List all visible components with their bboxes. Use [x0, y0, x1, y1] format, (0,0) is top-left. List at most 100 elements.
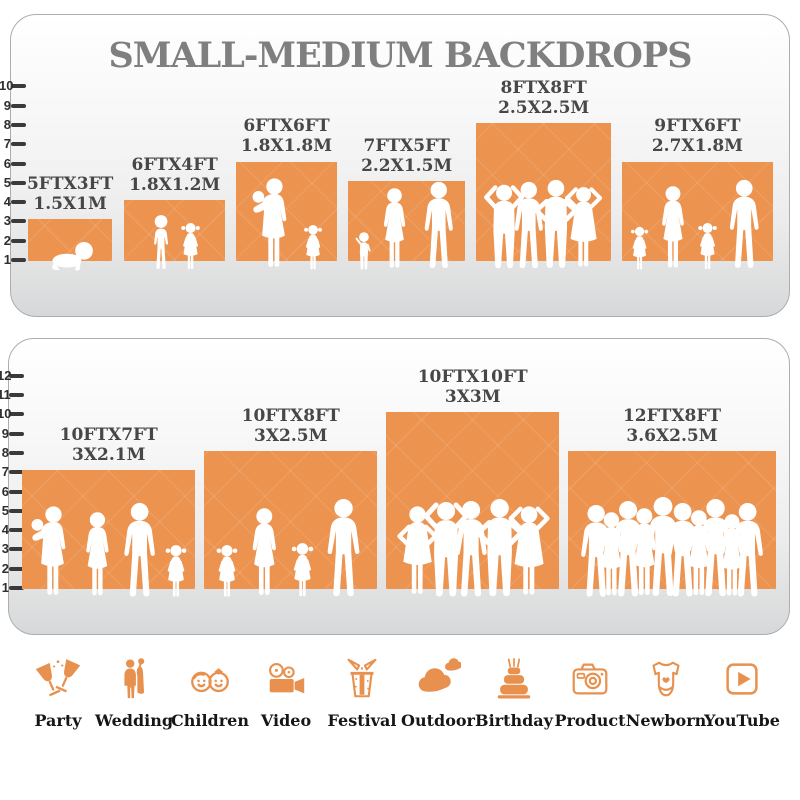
category-label: Video — [260, 711, 312, 730]
woman-baby-silhouette — [248, 177, 299, 272]
girl-silhouette — [628, 226, 651, 272]
backdrop-rect — [386, 412, 560, 589]
backdrop-10ftx8ft: 10FTX8FT 3X2.5M — [204, 406, 378, 589]
ruler-number-9: 9 — [3, 97, 11, 113]
ruler-tick-5 — [11, 180, 26, 185]
category-children: Children — [171, 656, 249, 730]
outdoor-icon — [415, 656, 461, 702]
backdrop-size-label: 10FTX10FT — [417, 367, 528, 388]
ruler-tick-8 — [9, 450, 24, 455]
ruler-tick-6 — [11, 161, 26, 166]
category-label: Product — [554, 711, 626, 730]
backdrop-metric-label: 3X3M — [444, 387, 501, 408]
ruler-number-4: 4 — [3, 194, 11, 210]
ruler-tick-1 — [9, 586, 24, 590]
ruler-number-3: 3 — [1, 541, 9, 557]
ruler-number-1: 1 — [3, 252, 11, 267]
category-outdoor: Outdoor — [401, 656, 475, 730]
youtube-icon — [719, 656, 765, 702]
backdrop-metric-label: 3X2.1M — [71, 445, 146, 466]
ruler-number-5: 5 — [1, 502, 9, 518]
backdrop-label: 7FTX5FT 2.2X1.5M — [361, 136, 452, 176]
backdrop-metric-label: 2.2X1.5M — [361, 155, 453, 176]
ruler-number-10: 10 — [0, 406, 12, 422]
ruler-number-5: 5 — [3, 174, 11, 190]
ruler-number-1: 1 — [1, 580, 9, 595]
backdrop-label: 10FTX10FT 3X3M — [418, 367, 528, 407]
ruler-tick-9 — [9, 431, 24, 436]
category-video: Video — [250, 656, 322, 730]
backdrop-rect — [124, 200, 226, 261]
backdrop-9ftx6ft: 9FTX6FT 2.7X1.8M — [621, 116, 774, 262]
baby-silhouette — [44, 239, 96, 272]
backdrop-rect — [28, 219, 113, 261]
backdrop-rect — [621, 161, 774, 262]
backdrop-blocks-bottom: 10FTX7FT 3X2.1M 10FTX8FT 3X2.5M 10FTX10FT 3X3… — [9, 367, 789, 589]
woman-silhouette — [243, 507, 286, 600]
ruler-tick-4 — [11, 200, 26, 205]
backdrop-rect — [476, 122, 611, 261]
ruler-number-11: 11 — [0, 387, 11, 402]
backdrop-size-label: 5FTX3FT — [26, 174, 114, 195]
ruler-tick-1 — [11, 258, 26, 262]
party-icon — [35, 656, 81, 702]
backdrop-rect — [568, 450, 776, 589]
man-silhouette — [722, 179, 766, 272]
backdrop-rect — [347, 180, 466, 261]
ruler-number-3: 3 — [3, 213, 11, 229]
backdrop-7ftx5ft: 7FTX5FT 2.2X1.5M — [347, 136, 466, 261]
ruler-tick-5 — [9, 508, 24, 513]
size-chart-panel-small: SMALL-MEDIUM BACKDROPS 1 2 3 4 5 6 7 8 9 10 5FTX3… — [0, 14, 790, 317]
backdrop-size-label: 10FTX7FT — [59, 425, 158, 446]
figure-group — [476, 179, 610, 272]
backdrop-blocks-top: 5FTX3FT 1.5X1M 6FTX4FT 1.8X1.2M 6FTX6FT 1.8X1… — [11, 78, 789, 261]
backdrop-size-label: 10FTX8FT — [241, 405, 340, 426]
ruler-tick-10 — [9, 412, 24, 417]
girl-silhouette — [288, 542, 317, 600]
wedding-icon — [111, 656, 157, 702]
category-newborn: Newborn — [626, 656, 706, 730]
figure-group — [28, 239, 112, 272]
backdrop-metric-label: 3X2.5M — [253, 425, 328, 446]
backdrop-rect — [22, 470, 196, 589]
backdrop-size-label: 6FTX6FT — [243, 116, 330, 137]
man-silhouette — [724, 502, 771, 600]
ruler-tick-9 — [11, 103, 26, 108]
backdrop-6ftx4ft: 6FTX4FT 1.8X1.2M — [124, 155, 226, 261]
ruler-number-8: 8 — [1, 444, 9, 460]
boy-silhouette — [146, 214, 176, 272]
size-chart-panel-medium: 123456789101112 10FTX7FT3X2.1M10FTX8FT3X… — [0, 338, 790, 635]
ruler-tick-7 — [9, 470, 24, 475]
man-silhouette — [116, 502, 163, 600]
product-icon — [567, 656, 613, 702]
category-wedding: Wedding — [95, 656, 173, 730]
ruler-tick-12 — [9, 373, 24, 378]
backdrop-size-label: 12FTX8FT — [622, 405, 722, 426]
ruler-number-12: 12 — [0, 367, 12, 383]
ruler-tick-7 — [11, 142, 26, 147]
woman-silhouette — [653, 185, 693, 272]
ruler-number-9: 9 — [1, 425, 9, 441]
backdrop-metric-label: 3.6X2.5M — [626, 425, 718, 446]
ruler-tick-3 — [9, 547, 24, 552]
figure-group — [568, 496, 776, 600]
backdrop-metric-label: 2.7X1.8M — [651, 136, 744, 157]
man-silhouette — [319, 498, 368, 600]
ruler-number-2: 2 — [1, 560, 9, 576]
newborn-icon — [643, 656, 689, 702]
category-label: Birthday — [475, 711, 553, 730]
backdrop-metric-label: 1.8X1.2M — [129, 175, 221, 196]
ruler-number-8: 8 — [3, 116, 11, 132]
backdrop-5ftx3ft: 5FTX3FT 1.5X1M — [27, 174, 113, 261]
backdrop-label: 10FTX8FT 3X2.5M — [242, 406, 340, 446]
category-label: Festival — [327, 711, 397, 730]
backdrop-metric-label: 2.5X2.5M — [498, 97, 590, 118]
figure-group — [204, 498, 377, 600]
backdrop-label: 9FTX6FT 2.7X1.8M — [652, 116, 743, 156]
woman-armsup-silhouette — [504, 504, 554, 601]
category-label: Children — [171, 711, 249, 730]
backdrop-label: 8FTX8FT 2.5X2.5M — [498, 78, 589, 118]
ruler-tick-6 — [9, 489, 24, 494]
woman-silhouette — [375, 187, 414, 272]
category-label: YouTube — [704, 711, 780, 730]
